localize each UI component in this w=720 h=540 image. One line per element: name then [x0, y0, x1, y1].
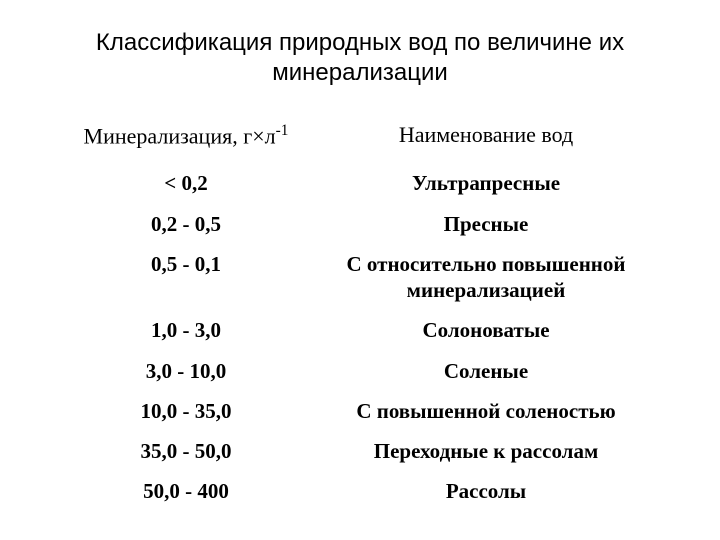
table-row: < 0,2 Ультрапресные	[60, 163, 660, 203]
table-header-row: Минерализация, г×л-1 Наименование вод	[60, 122, 660, 163]
slide: Классификация природных вод по величине …	[0, 0, 720, 540]
table-cell: Переходные к рассолам	[312, 431, 660, 471]
table-row: 50,0 - 400 Рассолы	[60, 471, 660, 511]
table-cell: Ультрапресные	[312, 163, 660, 203]
table-cell: 50,0 - 400	[60, 471, 312, 511]
table-cell: Рассолы	[312, 471, 660, 511]
table-cell: Солоноватые	[312, 310, 660, 350]
table-cell: 10,0 - 35,0	[60, 391, 312, 431]
table-row: 0,2 - 0,5 Пресные	[60, 204, 660, 244]
table-header-cell: Минерализация, г×л-1	[60, 122, 312, 163]
table-cell: 0,5 - 0,1	[60, 244, 312, 311]
classification-table: Минерализация, г×л-1 Наименование вод < …	[60, 122, 660, 512]
table-row: 3,0 - 10,0 Соленые	[60, 351, 660, 391]
col-header-label: Наименование вод	[399, 122, 573, 147]
table-cell: < 0,2	[60, 163, 312, 203]
table-row: 10,0 - 35,0 С повышенной соленостью	[60, 391, 660, 431]
table-cell: 1,0 - 3,0	[60, 310, 312, 350]
table-cell: Соленые	[312, 351, 660, 391]
header-superscript: -1	[276, 122, 289, 139]
table-row: 0,5 - 0,1 С относительно повышенной мине…	[60, 244, 660, 311]
table-cell: 0,2 - 0,5	[60, 204, 312, 244]
table-row: 35,0 - 50,0 Переходные к рассолам	[60, 431, 660, 471]
table-cell: С повышенной соленостью	[312, 391, 660, 431]
table-cell: 35,0 - 50,0	[60, 431, 312, 471]
table-cell: Пресные	[312, 204, 660, 244]
slide-title: Классификация природных вод по величине …	[60, 28, 660, 88]
table-cell: С относительно повышенной минерализацией	[312, 244, 660, 311]
table-header-cell: Наименование вод	[312, 122, 660, 163]
col-header-label: Минерализация, г×л	[84, 123, 276, 148]
table-cell: 3,0 - 10,0	[60, 351, 312, 391]
table-row: 1,0 - 3,0 Солоноватые	[60, 310, 660, 350]
